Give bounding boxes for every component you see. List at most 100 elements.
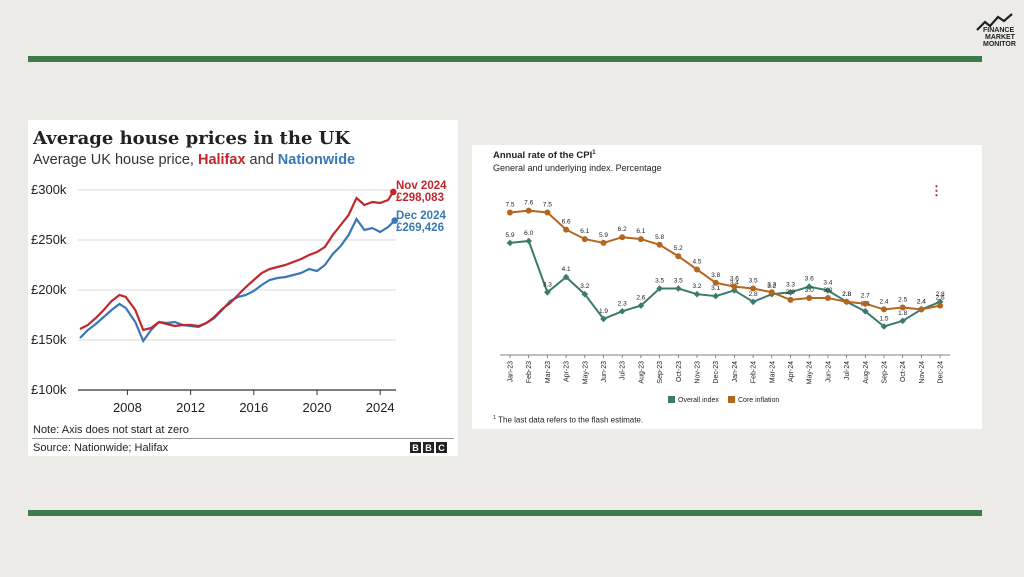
data-label-overall-index: 3.4: [730, 279, 739, 286]
point-overall-index: [544, 289, 551, 296]
point-overall-index: [637, 302, 645, 309]
data-label-core-inflation: 2.5: [898, 297, 907, 304]
logo-line2: MARKET: [985, 34, 1016, 41]
data-label-overall-index: 2.4: [917, 298, 926, 305]
cpi-title-text: Annual rate of the CPI: [493, 150, 593, 162]
point-overall-index: [525, 237, 532, 245]
x-tick-label: Dec-23: [713, 361, 720, 384]
data-label-core-inflation: 2.7: [861, 293, 870, 300]
data-label-overall-index: 6.0: [524, 230, 533, 237]
point-core-inflation: [824, 295, 831, 301]
label-halifax-date: Nov 2024: [396, 180, 447, 192]
x-tick-label: Jun-24: [825, 361, 832, 383]
x-tick-label: Mar-23: [545, 361, 552, 383]
data-label-overall-index: 3.3: [786, 281, 795, 288]
data-label-overall-index: 3.2: [767, 283, 776, 290]
x-tick-label: Jan-24: [732, 361, 739, 383]
x-tick-label: Sep-24: [882, 361, 889, 384]
point-core-inflation: [918, 306, 925, 313]
data-label-core-inflation: 6.1: [580, 228, 589, 235]
data-label-overall-index: 5.9: [505, 232, 514, 239]
data-label-core-inflation: 5.8: [655, 234, 664, 241]
data-label-overall-index: 2.6: [636, 295, 645, 302]
cpi-footnote: 1 The last data refers to the flash esti…: [493, 415, 643, 425]
point-core-inflation: [581, 236, 588, 243]
data-label-overall-index: 1.5: [879, 316, 888, 323]
point-overall-index: [693, 290, 701, 298]
data-label-overall-index: 4.1: [562, 266, 571, 273]
point-overall-index: [506, 239, 514, 247]
data-label-overall-index: 2.8: [936, 291, 945, 298]
data-label-core-inflation: 6.1: [636, 228, 645, 235]
house-price-panel: Average house prices in the UK Average U…: [28, 120, 458, 456]
point-overall-index: [899, 317, 906, 325]
y-tick-label: £300k: [31, 182, 67, 197]
y-tick-label: £100k: [31, 382, 67, 397]
x-tick-label: Aug-23: [638, 361, 645, 384]
bottom-divider: [28, 510, 982, 516]
point-core-inflation: [600, 239, 607, 246]
data-label-core-inflation: 3.6: [730, 276, 739, 283]
x-tick-label: Feb-23: [526, 361, 533, 383]
cpi-panel: Annual rate of the CPI1 General and unde…: [472, 145, 982, 429]
point-core-inflation: [862, 300, 869, 307]
data-label-overall-index: 3.6: [805, 276, 814, 283]
x-tick-label: Feb-24: [751, 361, 758, 383]
x-tick-label: 2016: [239, 400, 268, 415]
cpi-chart-subtitle: General and underlying index. Percentage: [493, 163, 662, 173]
cpi-footnote-text: The last data refers to the flash estima…: [498, 415, 644, 425]
chart-menu-icon[interactable]: ⋮: [930, 183, 943, 198]
series-line-core-inflation: [509, 209, 941, 311]
point-core-inflation: [656, 241, 663, 248]
point-overall-index: [581, 290, 589, 298]
data-label-core-inflation: 3.3: [767, 281, 776, 288]
data-label-core-inflation: 3.0: [805, 287, 814, 294]
data-label-core-inflation: 3.8: [711, 272, 720, 279]
x-tick-label: May-23: [582, 361, 589, 384]
subtitle-halifax: Halifax: [197, 152, 246, 168]
point-core-inflation: [675, 253, 682, 260]
point-core-inflation: [787, 296, 794, 303]
x-tick-label: Jun-23: [601, 361, 608, 383]
point-core-inflation: [937, 302, 944, 309]
x-tick-label: Oct-23: [676, 361, 683, 382]
house-chart-source: Source: Nationwide; Halifax: [33, 442, 169, 454]
house-chart-subtitle: Average UK house price, Halifax and Nati…: [33, 152, 355, 168]
logo-trend-line: [976, 13, 1013, 31]
x-tick-label: Jul-24: [844, 361, 851, 380]
legend-swatch-core-inflation: [728, 396, 735, 403]
legend-label-core-inflation: Core inflation: [738, 397, 779, 404]
label-nationwide-value: £269,426: [396, 222, 444, 234]
data-label-overall-index: 3.1: [711, 285, 720, 292]
house-price-chart: £100k £150k £200k £250k £300k 2008 2012 2016 20…: [31, 180, 447, 415]
bbc-letter: B: [410, 442, 421, 453]
footer-divider: [32, 438, 454, 439]
cpi-chart-title: Annual rate of the CPI1: [493, 150, 596, 161]
data-label-core-inflation: 7.5: [543, 202, 552, 209]
bbc-letter: C: [436, 442, 447, 453]
point-core-inflation: [881, 306, 887, 313]
point-core-inflation: [899, 304, 906, 311]
data-label-overall-index: 1.8: [898, 310, 907, 317]
point-core-inflation: [731, 283, 738, 290]
house-chart-note: Note: Axis does not start at zero: [33, 424, 189, 436]
point-core-inflation: [768, 289, 775, 296]
data-label-core-inflation: 7.6: [524, 200, 533, 207]
point-core-inflation: [806, 295, 813, 301]
data-label-overall-index: 2.3: [618, 300, 627, 307]
data-label-core-inflation: 2.4: [917, 298, 926, 305]
point-core-inflation: [750, 285, 757, 292]
x-tick-label: Apr-23: [564, 361, 571, 382]
data-label-overall-index: 1.9: [599, 308, 608, 315]
label-nationwide-date: Dec 2024: [396, 210, 446, 222]
x-tick-label: Jan-23: [508, 361, 515, 383]
bbc-letter: B: [423, 442, 434, 453]
data-label-overall-index: 3.5: [674, 278, 683, 285]
x-tick-label: Nov-23: [695, 361, 702, 384]
x-tick-label: Oct-24: [900, 361, 907, 382]
top-divider: [28, 56, 982, 62]
data-label-core-inflation: 2.8: [842, 291, 851, 298]
point-overall-index: [862, 308, 869, 315]
legend-swatch-overall-index: [668, 396, 675, 403]
data-label-core-inflation: 5.2: [674, 245, 683, 252]
